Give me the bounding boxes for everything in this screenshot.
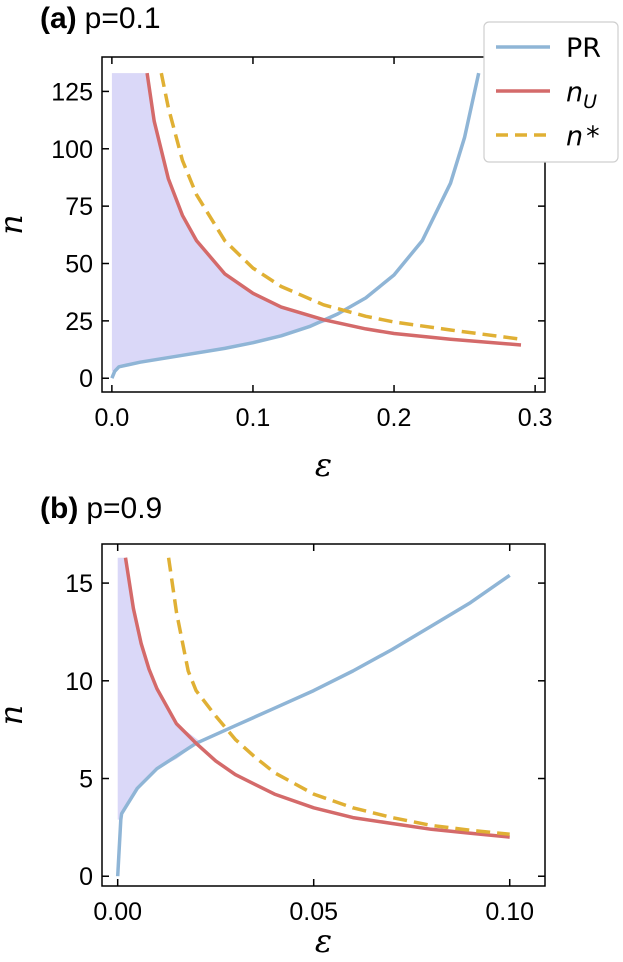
x-tick-label: 0.05 [289,898,338,926]
panel-letter: (b) [40,492,78,525]
series-line-pr [115,573,511,877]
series-line-pr [110,72,481,379]
legend-label-nu-main: n [566,77,583,108]
x-tick-label: 0.2 [377,404,412,432]
axes-frame [101,543,546,887]
panel-title-text: p=0.1 [85,2,161,35]
y-tick-label: 0 [79,863,93,891]
y-axis-label: n [0,705,30,726]
x-tick-label: 0.3 [518,404,553,432]
y-tick-label: 50 [65,251,93,279]
legend-box [483,21,619,163]
panel-b: 0.00 0.05 0.10 0 5 10 15 ε n (b)p=0.9 [0,492,546,960]
x-axis-label: ε [315,446,332,484]
x-tick-label: 0.00 [93,898,142,926]
y-tick-label: 75 [65,193,93,221]
y-tick-label: 25 [65,308,93,336]
legend-label-nu-sub: U [583,91,597,113]
y-axis-label: n [0,214,30,235]
x-tick-label: 0.1 [236,404,271,432]
series-line-nstar [159,72,522,341]
y-tick-label: 100 [51,136,93,164]
panel-title: (a) p=0.1 [40,2,161,35]
series-line-nu [123,557,510,839]
axes-frame [101,56,546,393]
y-tick-label: 15 [65,570,93,598]
x-axis-label: ε [315,922,332,960]
legend-label-nu: nU [566,77,597,113]
y-tick-label: 10 [65,668,93,696]
panel-title-text: p=0.9 [86,492,162,525]
y-tick-label: 0 [79,365,93,393]
y-tick-label: 5 [79,766,93,794]
series-line-nstar [166,557,510,836]
legend-label-nstar: n * [566,121,600,152]
x-tick-label: 0.0 [94,404,129,432]
y-tick-label: 125 [51,78,93,106]
series-line-nu [145,72,522,347]
x-tick-label: 0.10 [485,898,534,926]
panel-a: 0.0 0.1 0.2 0.3 0 25 50 75 100 125 ε n (a)p=0.1 [0,2,553,484]
panel-letter: (a) [40,2,77,35]
legend-label-pr: PR [566,33,601,64]
legend-label-nstar-main: n [566,121,583,152]
shaded-region [111,73,331,372]
legend-label-nstar-star: * [586,121,600,152]
panel-title: (b) p=0.9 [40,492,162,525]
